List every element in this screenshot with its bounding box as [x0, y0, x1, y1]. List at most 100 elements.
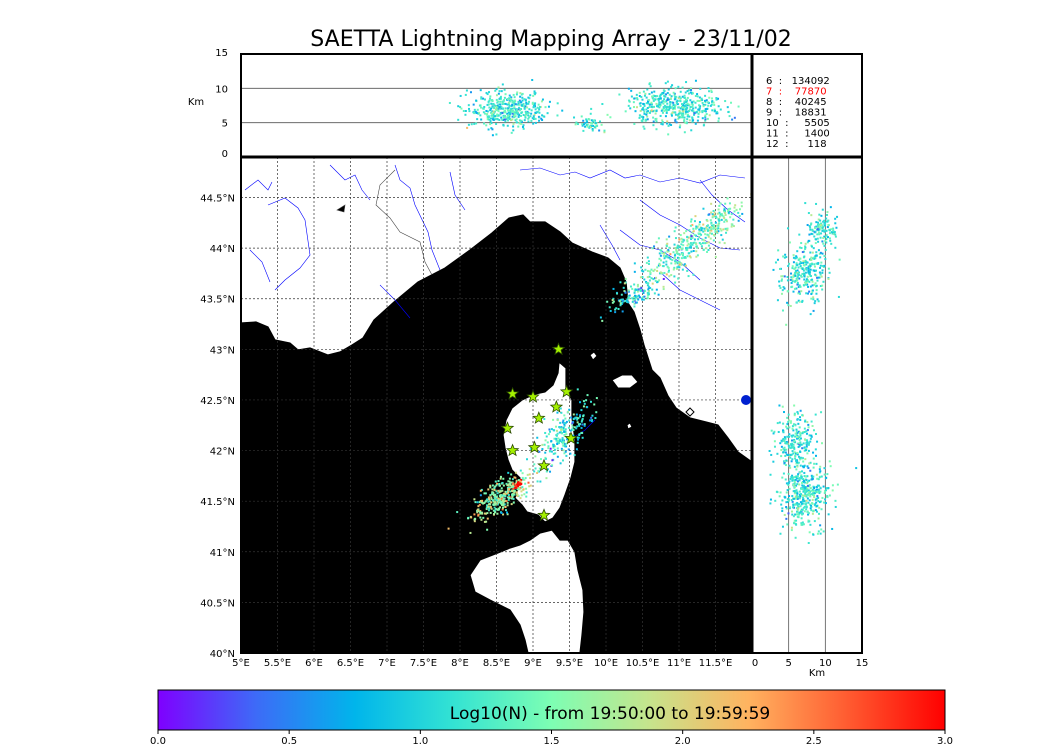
altitude-point [807, 512, 810, 515]
lightning-point [628, 297, 631, 300]
altitude-point [536, 106, 539, 109]
altitude-point [685, 122, 688, 125]
lightning-point [580, 409, 583, 412]
altitude-point [796, 435, 799, 438]
altitude-point [803, 510, 806, 513]
lightning-point [642, 295, 645, 298]
altitude-point [495, 94, 498, 97]
altitude-point [733, 116, 736, 119]
lightning-point [680, 237, 683, 240]
altitude-point [796, 465, 799, 468]
altitude-point [526, 110, 529, 113]
lightning-point [621, 310, 624, 313]
altitude-point [812, 533, 815, 536]
altitude-point [509, 108, 512, 111]
altitude-point [796, 475, 799, 478]
lightning-point [693, 241, 696, 244]
altitude-point [683, 120, 686, 123]
longitude-tick-label: 8.5°E [483, 658, 510, 669]
lightning-point [724, 211, 727, 214]
altitude-point [683, 96, 686, 99]
altitude-point [638, 91, 641, 94]
altitude-point [800, 512, 803, 515]
altitude-point [696, 93, 699, 96]
altitude-point [800, 275, 803, 278]
altitude-point [815, 505, 818, 508]
altitude-point [807, 513, 810, 516]
altitude-point [801, 299, 804, 302]
altitude-point [815, 254, 818, 257]
altitude-point [503, 88, 506, 91]
altitude-point [699, 87, 702, 90]
altitude-point [679, 124, 682, 127]
altitude-point [689, 99, 692, 102]
lightning-point [724, 202, 727, 205]
lightning-point [559, 421, 562, 424]
altitude-point [784, 437, 787, 440]
lightning-point [544, 456, 547, 459]
lightning-point [518, 482, 521, 485]
altitude-point [807, 269, 810, 272]
lightning-point [705, 241, 708, 244]
altitude-point [673, 92, 676, 95]
lightning-point [651, 288, 654, 291]
altitude-point [513, 114, 516, 117]
lightning-point [704, 242, 707, 245]
altitude-point [659, 104, 662, 107]
altitude-point [783, 287, 786, 290]
altitude-point [807, 489, 810, 492]
altitude-point [821, 225, 824, 228]
lightning-point [647, 289, 650, 292]
altitude-point [820, 508, 823, 511]
altitude-point [835, 226, 838, 229]
altitude-point [796, 491, 799, 494]
lightning-point [674, 281, 677, 284]
altitude-point [491, 114, 494, 117]
lightning-point [513, 476, 516, 479]
lightning-point [582, 405, 585, 408]
lightning-point [681, 268, 684, 271]
altitude-point [516, 113, 519, 116]
latitude-ticks: 40°N40.5°N41°N41.5°N42°N42.5°N43°N43.5°N… [200, 193, 235, 660]
lightning-point [534, 455, 537, 458]
altitude-point [798, 271, 801, 274]
altitude-point [813, 230, 816, 233]
altitude-point [811, 278, 814, 281]
altitude-point [823, 230, 826, 233]
altitude-point [805, 449, 808, 452]
altitude-point [476, 118, 479, 121]
altitude-point [662, 99, 665, 102]
lightning-point [713, 213, 716, 216]
lightning-point [511, 490, 514, 493]
altitude-point [696, 99, 699, 102]
altitude-point [655, 102, 658, 105]
lightning-point [577, 423, 580, 426]
altitude-point [492, 102, 495, 105]
lightning-point [672, 268, 675, 271]
altitude-point [832, 231, 835, 234]
lightning-point [693, 233, 696, 236]
lightning-point [561, 437, 564, 440]
altitude-point [803, 261, 806, 264]
altitude-point [490, 111, 493, 114]
altitude-point [590, 119, 593, 122]
lightning-point [683, 232, 686, 235]
altitude-point [494, 117, 497, 120]
altitude-point [797, 455, 800, 458]
lightning-point [581, 436, 584, 439]
altitude-point [791, 427, 794, 430]
altitude-point [829, 239, 832, 242]
lightning-point [546, 441, 549, 444]
altitude-point [673, 94, 676, 97]
altitude-point [591, 129, 594, 132]
altitude-point [556, 114, 559, 117]
lightning-point [576, 441, 579, 444]
lightning-point [559, 462, 562, 465]
lightning-point [483, 492, 486, 495]
altitude-point [814, 255, 817, 258]
altitude-point [711, 100, 714, 103]
lightning-point [537, 470, 540, 473]
lightning-point [589, 400, 592, 403]
latitude-tick-label: 43.5°N [200, 295, 235, 306]
altitude-point [829, 465, 832, 468]
